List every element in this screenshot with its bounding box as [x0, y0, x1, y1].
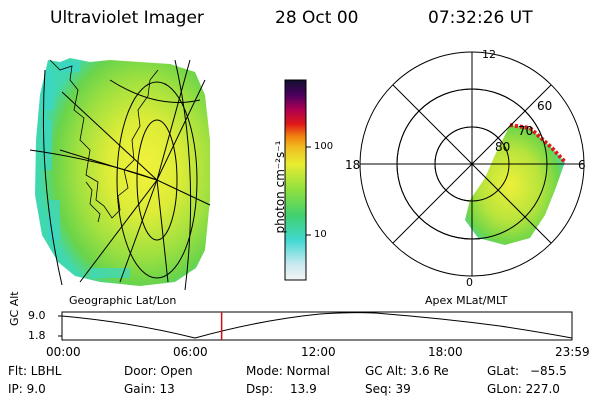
- app-title: Ultraviolet Imager: [50, 8, 204, 28]
- timeline-xtick-2359: 23:59: [555, 345, 590, 359]
- timeline-xtick-1800: 18:00: [428, 345, 463, 359]
- timeline-ylabel: GC Alt: [8, 291, 21, 326]
- altitude-curve: [61, 312, 573, 339]
- info-ip: IP: 9.0: [8, 382, 46, 396]
- colorbar: [284, 79, 311, 281]
- info-gain: Gain: 13: [124, 382, 175, 396]
- geo-image: [29, 58, 211, 291]
- image-time: 07:32:26 UT: [428, 8, 533, 28]
- image-date: 28 Oct 00: [275, 8, 359, 28]
- timeline-xtick-0600: 06:00: [173, 345, 208, 359]
- info-dsp-label: Dsp:: [246, 382, 274, 396]
- polar-plot: [359, 51, 585, 277]
- info-glon: GLon: 227.0: [487, 382, 560, 396]
- timeline-plot: [58, 311, 573, 341]
- mlt-label-18: 18: [345, 158, 361, 172]
- lat-label-80: 80: [495, 140, 511, 154]
- info-mode: Mode: Normal: [246, 364, 330, 378]
- mlt-label-6: 6: [578, 158, 586, 172]
- info-filter: Flt: LBHL: [8, 364, 62, 378]
- colorbar-tick-10: 10: [314, 229, 327, 240]
- lat-label-60: 60: [537, 99, 553, 113]
- colorbar-tick-100: 100: [314, 141, 334, 152]
- timeline-xtick-1200: 12:00: [301, 345, 336, 359]
- geo-caption: Geographic Lat/Lon: [69, 294, 177, 307]
- timeline-ytick-min: 1.8: [28, 329, 46, 342]
- mlt-label-0: 0: [466, 276, 473, 289]
- info-glat-label: GLat:: [487, 364, 520, 378]
- colorbar-unit-label: photon cm⁻²s⁻¹: [273, 140, 287, 234]
- info-gc-alt: GC Alt: 3.6 Re: [365, 364, 449, 378]
- polar-aurora: [465, 125, 565, 245]
- mlt-label-12: 12: [482, 48, 496, 61]
- timeline-ytick-max: 9.0: [28, 309, 46, 322]
- polar-caption: Apex MLat/MLT: [425, 294, 508, 307]
- info-door: Door: Open: [124, 364, 193, 378]
- lat-label-70: 70: [518, 124, 534, 138]
- info-glat-value: −85.5: [530, 364, 567, 378]
- timeline-xtick-0000: 00:00: [46, 345, 81, 359]
- info-seq: Seq: 39: [365, 382, 411, 396]
- info-dsp-value: 13.9: [290, 382, 317, 396]
